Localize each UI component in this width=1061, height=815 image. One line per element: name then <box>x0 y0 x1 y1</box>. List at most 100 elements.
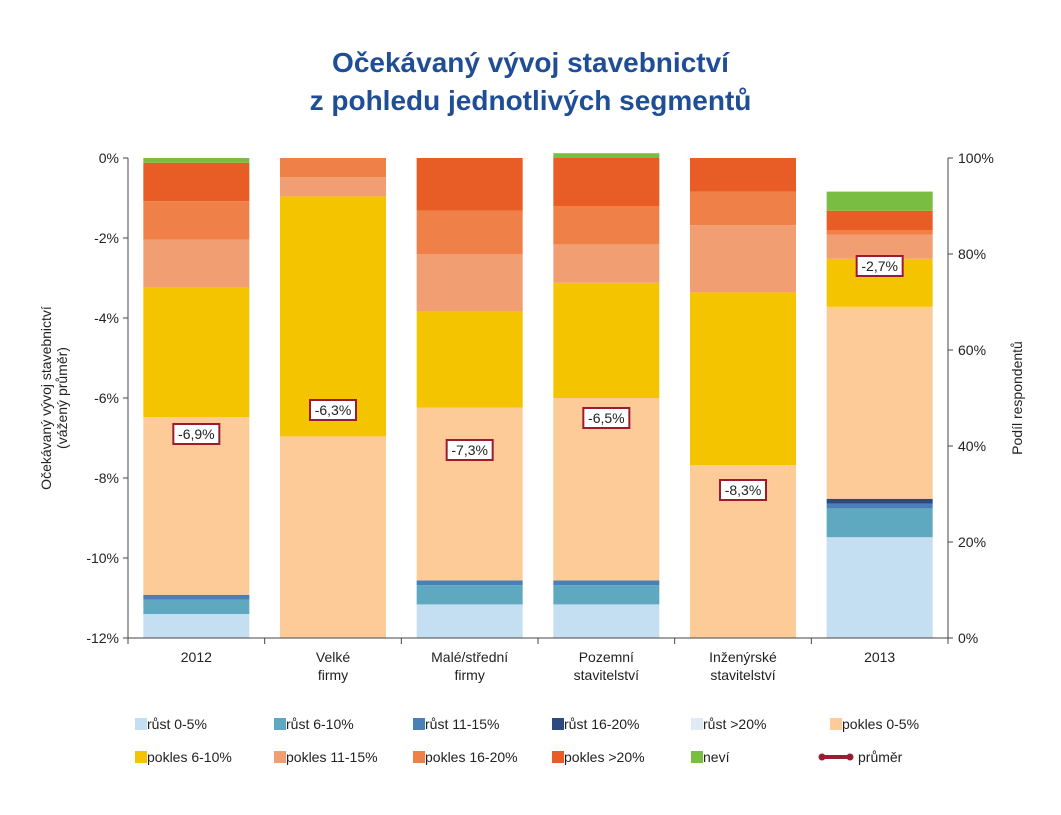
bar-segment-3-0 <box>553 604 660 638</box>
bar-segment-5-7 <box>826 234 933 259</box>
bar-segment-2-5 <box>416 407 523 581</box>
bar-segment-3-10 <box>553 153 660 158</box>
x-tick-label: Malé/střední <box>431 649 508 665</box>
bar-segment-2-0 <box>416 604 523 638</box>
average-label: -6,5% <box>588 410 625 426</box>
x-tick-label: stavitelství <box>710 667 775 683</box>
x-tick-label: Inženýrské <box>709 649 777 665</box>
bar-segment-5-5 <box>826 306 933 499</box>
bar-segment-5-3 <box>826 498 933 504</box>
average-label-box <box>172 423 221 445</box>
average-label-box <box>309 399 357 421</box>
y-right-tick-label: 100% <box>958 150 994 166</box>
chart-title: Očekávaný vývoj stavebnictví z pohledu j… <box>0 44 1061 120</box>
y-right-tick-label: 20% <box>958 534 986 550</box>
x-tick-label: stavitelství <box>574 667 639 683</box>
legend-label: růst >20% <box>703 716 766 732</box>
legend-label: pokles 16-20% <box>425 749 518 765</box>
bar-segment-4-6 <box>690 292 796 466</box>
y-left-axis-title: (vážený průměr) <box>54 347 70 449</box>
bar-segment-5-8 <box>826 230 933 235</box>
legend-swatch <box>135 718 147 730</box>
bar-segment-3-7 <box>553 244 660 283</box>
bar-segment-0-10 <box>143 158 250 163</box>
bar-segment-5-10 <box>826 191 933 211</box>
legend-marker <box>846 753 854 761</box>
y-right-tick-label: 80% <box>958 246 986 262</box>
bar-segment-0-9 <box>143 162 250 202</box>
x-tick-label: 2013 <box>864 649 895 665</box>
average-label-box <box>445 439 494 461</box>
y-right-tick-label: 0% <box>958 630 978 646</box>
legend-label: pokles 6-10% <box>147 749 232 765</box>
bar-segment-0-5 <box>143 417 250 595</box>
x-tick-label: Pozemní <box>579 649 634 665</box>
bar-segment-2-1 <box>416 585 523 605</box>
legend-label: růst 0-5% <box>147 716 207 732</box>
y-left-tick-label: -4% <box>94 310 119 326</box>
bar-segment-2-6 <box>416 311 523 408</box>
y-left-tick-label: -12% <box>86 630 119 646</box>
bar-segment-1-7 <box>280 177 386 197</box>
y-left-axis-title: Očekávaný vývoj stavebnictví <box>38 306 54 490</box>
y-left-tick-label: -2% <box>94 230 119 246</box>
chart-title-line1: Očekávaný vývoj stavebnictví <box>332 47 729 78</box>
chart-title-line2: z pohledu jednotlivých segmentů <box>309 85 752 116</box>
x-tick-label: firmy <box>455 667 485 683</box>
bar-segment-1-6 <box>280 196 386 437</box>
average-label: -6,9% <box>178 426 215 442</box>
x-tick-label: Velké <box>316 649 350 665</box>
bar-segment-1-8 <box>280 158 386 178</box>
y-right-tick-label: 40% <box>958 438 986 454</box>
legend-label: růst 11-15% <box>425 716 499 732</box>
legend-label: průměr <box>858 749 903 765</box>
bar-segment-3-9 <box>553 158 660 206</box>
bar-segment-4-8 <box>690 191 796 226</box>
bar-segment-2-7 <box>416 254 523 312</box>
y-right-tick-label: 60% <box>958 342 986 358</box>
legend-label: pokles 11-15% <box>286 749 378 765</box>
bar-segment-5-2 <box>826 503 933 509</box>
bar-segment-3-2 <box>553 580 660 586</box>
legend-label: růst 6-10% <box>286 716 354 732</box>
bar-segment-5-9 <box>826 210 933 230</box>
legend-swatch <box>552 718 564 730</box>
average-label: -2,7% <box>861 258 898 274</box>
legend-swatch <box>274 751 286 763</box>
legend-swatch <box>413 718 425 730</box>
bar-segment-5-0 <box>826 537 933 638</box>
legend-swatch <box>274 718 286 730</box>
bar-segment-0-8 <box>143 201 250 240</box>
average-label-box <box>719 479 767 501</box>
bar-segment-5-1 <box>826 508 933 538</box>
bar-segment-3-8 <box>553 206 660 245</box>
bar-segment-1-5 <box>280 436 386 638</box>
legend-marker <box>818 753 826 761</box>
average-label-box <box>855 255 904 277</box>
y-left-tick-label: -8% <box>94 470 119 486</box>
legend-swatch <box>830 718 842 730</box>
legend-swatch <box>552 751 564 763</box>
average-label-box <box>582 407 631 429</box>
y-left-tick-label: 0% <box>99 150 119 166</box>
legend-label: pokles 0-5% <box>842 716 919 732</box>
bar-segment-2-2 <box>416 580 523 586</box>
average-label: -8,3% <box>725 482 762 498</box>
legend-swatch <box>691 718 703 730</box>
y-left-tick-label: -6% <box>94 390 119 406</box>
bar-segment-0-6 <box>143 287 250 418</box>
legend-label: pokles >20% <box>564 749 645 765</box>
average-label: -7,3% <box>451 442 488 458</box>
x-tick-label: 2012 <box>181 649 212 665</box>
legend-label: neví <box>703 749 730 765</box>
legend-label: růst 16-20% <box>564 716 639 732</box>
legend-swatch <box>691 751 703 763</box>
y-right-axis-title: Podíl respondentů <box>1009 341 1025 455</box>
bar-segment-2-9 <box>416 158 523 211</box>
bar-segment-2-8 <box>416 210 523 254</box>
x-tick-label: firmy <box>318 667 348 683</box>
bar-segment-0-7 <box>143 239 250 288</box>
bar-segment-4-7 <box>690 225 796 293</box>
bar-segment-0-1 <box>143 599 250 614</box>
